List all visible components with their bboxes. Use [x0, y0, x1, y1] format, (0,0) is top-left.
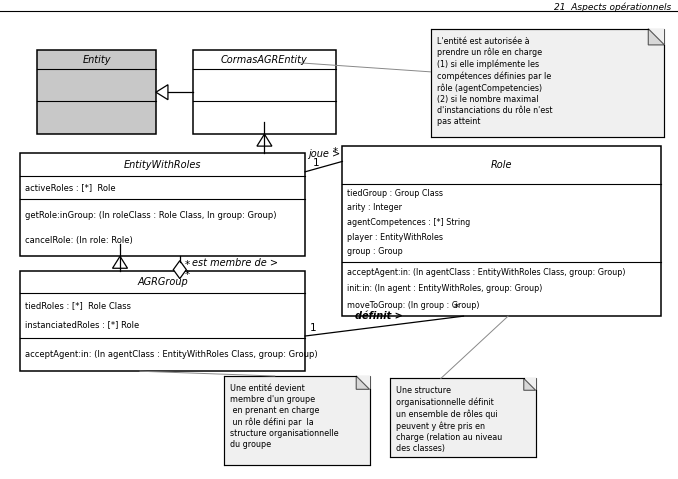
- Text: group : Group: group : Group: [347, 248, 403, 256]
- Polygon shape: [113, 256, 127, 268]
- Text: AGRGroup: AGRGroup: [138, 277, 188, 287]
- Bar: [390, 378, 536, 457]
- Text: init:in: (In agent : EntityWithRoles, group: Group): init:in: (In agent : EntityWithRoles, gr…: [347, 285, 543, 293]
- Bar: [224, 376, 370, 465]
- Polygon shape: [524, 378, 536, 390]
- Text: définit >: définit >: [355, 311, 403, 321]
- Text: Role: Role: [491, 160, 513, 170]
- Text: *: *: [332, 148, 338, 158]
- Bar: [37, 50, 156, 134]
- Bar: [524, 378, 536, 390]
- Text: acceptAgent:in: (In agentClass : EntityWithRoles Class, group: Group): acceptAgent:in: (In agentClass : EntityW…: [25, 350, 318, 359]
- Bar: [20, 271, 305, 371]
- Text: 1: 1: [310, 323, 317, 333]
- Text: player : EntityWithRoles: player : EntityWithRoles: [347, 233, 443, 242]
- Polygon shape: [356, 376, 370, 389]
- Bar: [193, 50, 336, 134]
- Polygon shape: [648, 29, 664, 45]
- Text: tiedGroup : Group Class: tiedGroup : Group Class: [347, 189, 443, 197]
- Polygon shape: [257, 134, 272, 146]
- Text: acceptAgent:in: (In agentClass : EntityWithRoles Class, group: Group): acceptAgent:in: (In agentClass : EntityW…: [347, 268, 626, 277]
- Bar: [20, 153, 305, 256]
- Text: moveToGroup: (In group : Group): moveToGroup: (In group : Group): [347, 301, 480, 310]
- Text: CormasAGREntity: CormasAGREntity: [221, 55, 308, 65]
- Text: *: *: [185, 260, 190, 270]
- Bar: [356, 376, 370, 389]
- Text: tiedRoles : [*]  Role Class: tiedRoles : [*] Role Class: [25, 301, 132, 310]
- Text: getRole:inGroup: (In roleClass : Role Class, In group: Group): getRole:inGroup: (In roleClass : Role Cl…: [25, 211, 277, 219]
- Bar: [342, 146, 661, 316]
- Text: Une entité devient
membre d'un groupe
 en prenant en charge
 un rôle défini par : Une entité devient membre d'un groupe en…: [230, 384, 338, 449]
- Text: joue >: joue >: [308, 148, 340, 159]
- Polygon shape: [156, 85, 168, 100]
- Text: est membre de >: est membre de >: [192, 259, 278, 268]
- Text: Entity: Entity: [82, 55, 111, 65]
- Text: Une structure
organisationnelle définit
un ensemble de rôles qui
peuvent y être : Une structure organisationnelle définit …: [396, 387, 502, 453]
- Text: activeRoles : [*]  Role: activeRoles : [*] Role: [25, 183, 116, 192]
- Bar: [648, 29, 664, 45]
- Bar: [431, 29, 664, 137]
- Text: L'entité est autorisée à
prendre un rôle en charge
(1) si elle implémente les
co: L'entité est autorisée à prendre un rôle…: [437, 37, 552, 126]
- Text: instanciatedRoles : [*] Role: instanciatedRoles : [*] Role: [25, 320, 140, 330]
- Text: agentCompetences : [*] String: agentCompetences : [*] String: [347, 218, 471, 227]
- Text: 1: 1: [313, 158, 320, 168]
- Text: cancelRole: (In role: Role): cancelRole: (In role: Role): [25, 236, 133, 245]
- Text: arity : Integer: arity : Integer: [347, 203, 402, 212]
- Text: *: *: [454, 303, 458, 313]
- Polygon shape: [174, 261, 186, 279]
- Text: *: *: [185, 270, 190, 280]
- Text: 21  Aspects opérationnels: 21 Aspects opérationnels: [554, 2, 671, 12]
- Text: EntityWithRoles: EntityWithRoles: [124, 160, 201, 170]
